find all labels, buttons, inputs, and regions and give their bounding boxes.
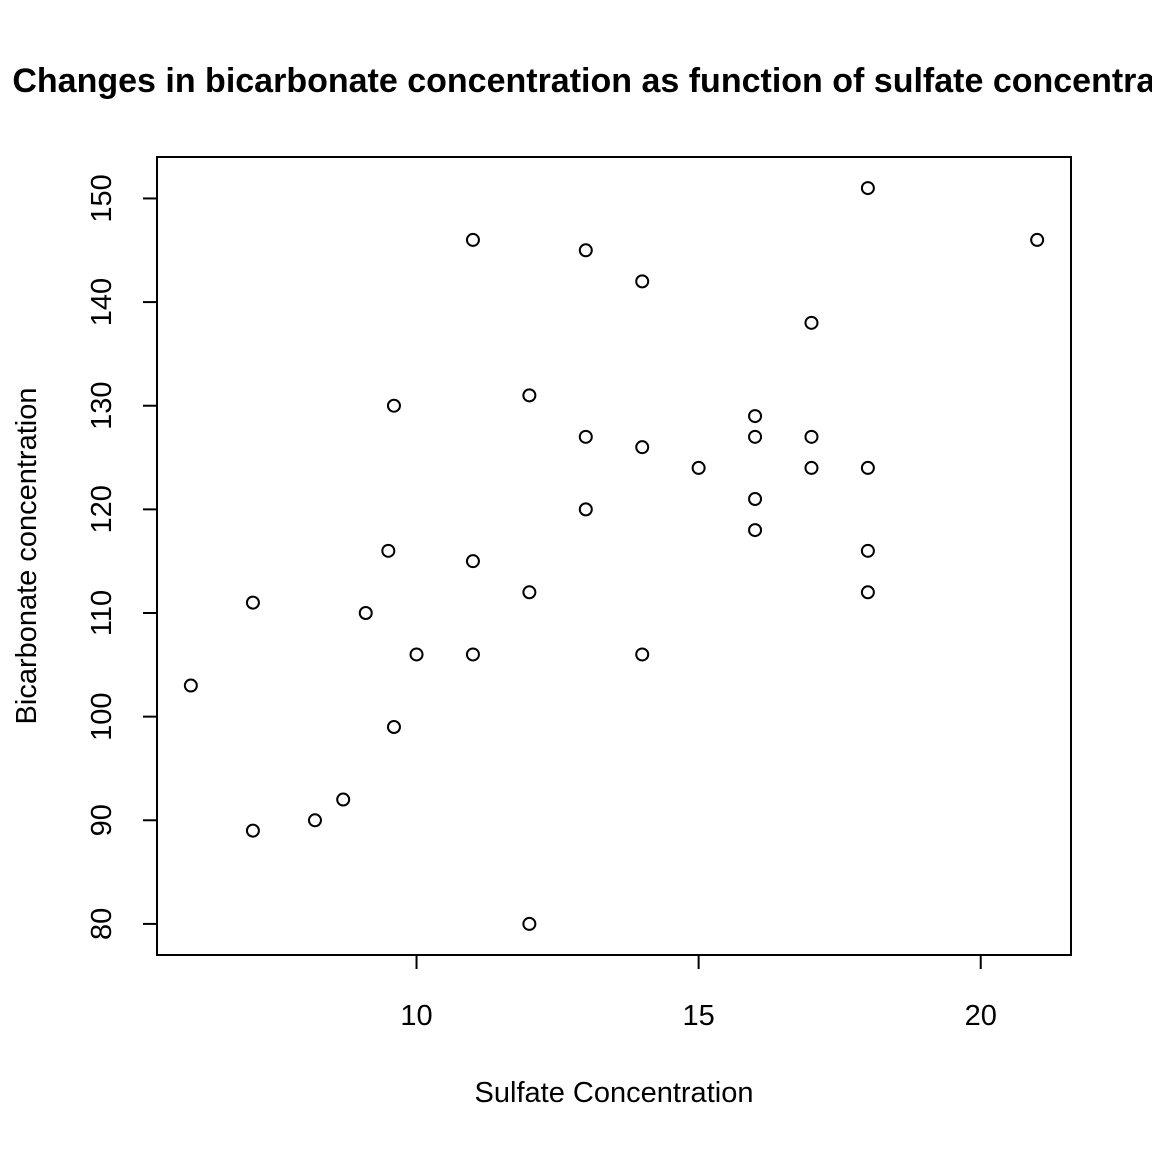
data-point	[522, 916, 537, 931]
chart-title: Changes in bicarbonate concentration as …	[12, 62, 1152, 100]
data-point	[860, 181, 875, 196]
data-point	[748, 492, 763, 506]
data-point	[465, 647, 480, 662]
x-tick-label: 20	[965, 1000, 997, 1032]
x-tick-label: 15	[682, 1000, 714, 1032]
x-axis-label: Sulfate Concentration	[475, 1077, 754, 1109]
data-point	[183, 678, 198, 693]
x-axis: 10 15 20	[400, 954, 997, 1032]
data-point	[358, 606, 373, 620]
y-tick-label: 120	[86, 485, 118, 533]
data-point	[860, 585, 875, 600]
data-point	[691, 460, 706, 475]
y-axis: 80 90 100 110 120 130 140 150	[86, 174, 158, 940]
data-point	[748, 409, 763, 424]
data-point	[522, 585, 537, 600]
data-point	[1030, 232, 1045, 247]
data-point	[748, 523, 763, 538]
data-point	[578, 429, 593, 444]
y-tick-label: 90	[86, 804, 118, 836]
data-point	[307, 813, 322, 828]
y-tick-label: 130	[86, 382, 118, 430]
data-point	[748, 429, 763, 444]
data-point	[860, 460, 875, 475]
y-tick-label: 110	[86, 590, 118, 636]
y-axis-label: Bicarbonate concentration	[11, 388, 43, 725]
data-point	[465, 232, 480, 247]
data-point	[804, 429, 819, 444]
data-point	[635, 274, 650, 289]
data-point	[386, 398, 401, 413]
data-point	[336, 792, 351, 807]
data-point	[245, 595, 260, 610]
data-point	[578, 243, 593, 258]
y-tick-label: 100	[86, 692, 118, 740]
y-tick-label: 80	[86, 908, 118, 940]
data-point	[635, 440, 650, 455]
data-point	[386, 720, 401, 734]
data-point	[409, 647, 424, 662]
data-point	[522, 388, 537, 403]
data-point	[804, 460, 819, 475]
data-point	[465, 554, 480, 569]
data-point	[635, 647, 650, 662]
plot-frame	[156, 156, 1072, 956]
data-point	[245, 823, 260, 838]
data-point	[804, 315, 819, 330]
y-tick-label: 140	[86, 278, 118, 326]
data-points	[183, 181, 1045, 931]
data-point	[578, 502, 593, 517]
x-tick-label: 10	[400, 1000, 432, 1032]
y-tick-label: 150	[86, 174, 118, 222]
data-point	[860, 543, 875, 558]
data-point	[381, 543, 396, 558]
